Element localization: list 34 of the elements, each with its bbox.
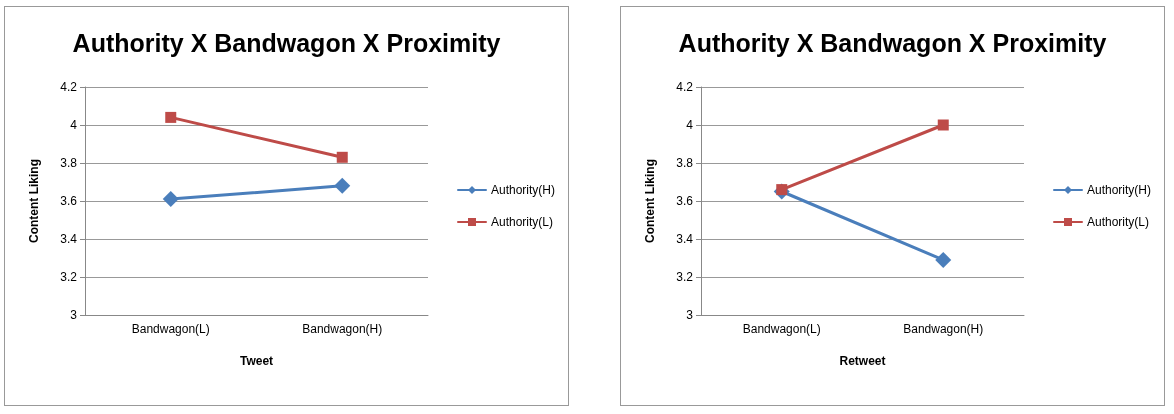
y-tick-label: 4 [686,118,694,132]
point [162,191,179,208]
y-axis-title: Content Liking [643,159,657,243]
point [165,111,177,123]
y-tick-label: 3.4 [60,232,78,246]
x-tick-label: Bandwagon(L) [742,322,821,336]
legend-label: Authority(H) [1086,183,1151,197]
x-tick-label: Bandwagon(H) [903,322,984,336]
y-tick-label: 3 [686,308,694,322]
legend-label: Authority(L) [1086,215,1150,229]
x-tick-label: Bandwagon(L) [131,322,210,336]
legend-label: Authority(L) [490,215,554,229]
legend-label: Authority(H) [490,183,555,197]
chart-title: Authority X Bandwagon X Proximity [678,28,1107,57]
x-axis-title: Retweet [839,354,886,368]
y-tick-label: 4.2 [60,80,78,94]
y-tick-label: 3.8 [60,156,78,170]
point [334,177,351,194]
y-tick-label: 3.6 [60,194,78,208]
chart-title: Authority X Bandwagon X Proximity [72,28,501,57]
point [336,151,348,163]
y-tick-label: 3.2 [60,270,78,284]
point [937,119,949,131]
y-axis-title: Content Liking [27,159,41,243]
point [935,251,952,268]
y-tick-label: 3.8 [676,156,694,170]
y-tick-label: 3.2 [676,270,694,284]
y-tick-label: 4.2 [676,80,694,94]
y-tick-label: 4 [70,118,78,132]
y-tick-label: 3.4 [676,232,694,246]
y-tick-label: 3 [70,308,78,322]
x-axis-title: Tweet [239,354,274,368]
y-tick-label: 3.6 [676,194,694,208]
x-tick-label: Bandwagon(H) [302,322,383,336]
